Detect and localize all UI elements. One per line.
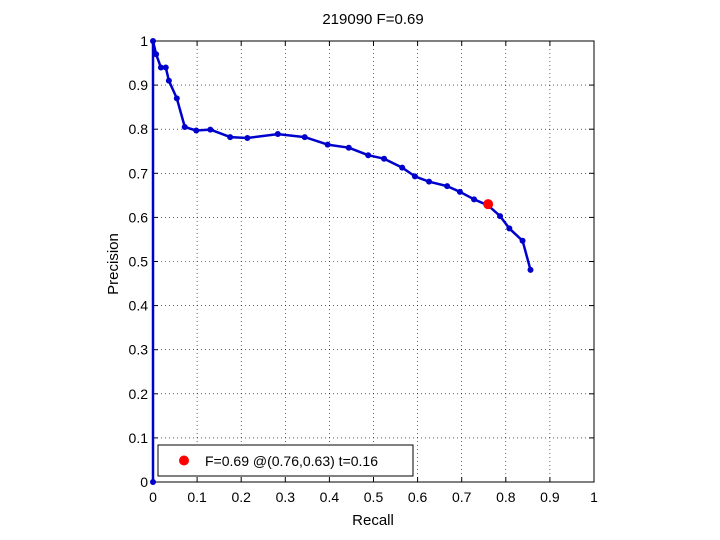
legend: F=0.69 @(0.76,0.63) t=0.16 <box>157 444 414 477</box>
series-point <box>471 196 478 203</box>
y-tick-label: 0.4 <box>129 298 149 314</box>
y-tick-label: 0.9 <box>129 77 149 93</box>
y-tick-label: 0.7 <box>129 165 149 181</box>
series-point <box>411 173 418 180</box>
x-tick-label: 0.7 <box>452 489 472 505</box>
series-point <box>274 131 281 138</box>
x-tick-label: 0.9 <box>540 489 560 505</box>
y-tick-label: 0.2 <box>129 386 149 402</box>
series-point <box>381 155 388 162</box>
series-point <box>426 178 433 185</box>
series-point <box>244 135 251 142</box>
series-point <box>150 479 156 485</box>
best-f-point <box>483 199 494 210</box>
series-point <box>527 266 534 273</box>
x-tick-label: 0.8 <box>496 489 516 505</box>
series-point <box>301 134 308 141</box>
x-tick-label: 0.3 <box>276 489 296 505</box>
y-axis-label: Precision <box>105 233 122 295</box>
series-point <box>444 183 451 190</box>
x-tick-label: 0.2 <box>231 489 251 505</box>
y-tick-label: 0.5 <box>129 254 149 270</box>
y-tick-label: 0.6 <box>129 209 149 225</box>
y-tick-label: 0.1 <box>129 430 149 446</box>
chart-title: 219090 F=0.69 <box>322 11 423 28</box>
series-point <box>162 64 169 71</box>
series-point <box>173 95 180 102</box>
y-tick-label: 0.3 <box>129 342 149 358</box>
series-point <box>153 51 160 58</box>
series-point <box>227 134 234 141</box>
series-point <box>324 141 331 148</box>
legend-marker <box>179 455 189 466</box>
series-point <box>365 152 372 159</box>
x-tick-label: 0.4 <box>320 489 340 505</box>
grid-lines <box>153 41 594 482</box>
series-point <box>456 188 463 195</box>
series-point <box>506 225 513 232</box>
x-tick-label: 0.5 <box>364 489 384 505</box>
axis-ticks: 0 0.1 0.2 0.3 0.4 0.5 0.6 0.7 0.8 0.9 1 0 0.1 0.2 0.3 0… <box>129 33 599 505</box>
series-point <box>345 144 352 151</box>
series-point <box>165 77 172 84</box>
series-point <box>399 164 406 171</box>
x-tick-label: 0 <box>149 489 157 505</box>
x-tick-label: 1 <box>590 489 598 505</box>
x-tick-label: 0.6 <box>408 489 428 505</box>
series-point <box>181 123 188 130</box>
series-point <box>519 237 526 244</box>
x-axis-label: Recall <box>352 512 394 529</box>
y-tick-label: 0 <box>140 474 148 490</box>
series-point <box>150 38 156 44</box>
series-layer <box>150 38 534 485</box>
y-tick-label: 1 <box>140 33 148 49</box>
legend-box <box>157 444 414 477</box>
series-point <box>193 127 200 134</box>
series-point <box>497 213 504 220</box>
legend-label: F=0.69 @(0.76,0.63) t=0.16 <box>205 453 378 469</box>
x-tick-label: 0.1 <box>187 489 207 505</box>
series-point <box>157 64 164 71</box>
series-point <box>207 126 214 133</box>
y-tick-label: 0.8 <box>129 121 149 137</box>
